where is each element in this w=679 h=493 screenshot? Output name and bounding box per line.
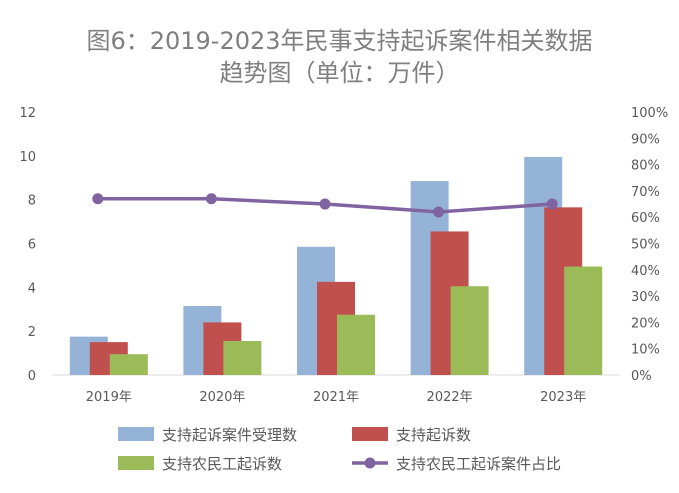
y-right-tick-label: 50% <box>631 238 660 253</box>
y-left-tick-label: 12 <box>19 106 36 121</box>
line-series <box>92 193 558 218</box>
x-tick-label: 2023年 <box>540 390 586 405</box>
bar-3-2 <box>223 341 262 375</box>
bar-3-1 <box>109 354 148 375</box>
y-right-tick-label: 90% <box>631 132 660 147</box>
y-right-tick-label: 0% <box>631 369 652 384</box>
x-tick-label: 2019年 <box>86 390 132 405</box>
x-axis-ticks: 2019年 2020年 2021年 2022年 2023年 <box>86 390 586 405</box>
y-right-tick-label: 100% <box>631 106 668 121</box>
bar-3-5 <box>564 266 603 375</box>
y-left-tick-label: 10 <box>19 150 36 165</box>
y-right-tick-label: 60% <box>631 211 660 226</box>
y-left-tick-label: 4 <box>28 281 36 296</box>
bar-3-3 <box>337 314 375 375</box>
y-right-tick-label: 70% <box>631 185 660 200</box>
y-right-tick-label: 20% <box>631 316 660 331</box>
ratio-point-3 <box>319 198 331 210</box>
y-right-tick-label: 80% <box>631 159 660 174</box>
ratio-point-1 <box>92 193 104 205</box>
y-axis-right-ticks: 0% 10% 20% 30% 40% 50% 60% 70% 80% 90% 100% <box>631 106 668 384</box>
x-tick-label: 2020年 <box>199 390 245 405</box>
y-left-tick-label: 8 <box>28 194 36 209</box>
ratio-point-4 <box>433 206 445 218</box>
legend-label: 支持起诉案件受理数 <box>162 426 297 444</box>
x-tick-label: 2022年 <box>427 390 473 405</box>
legend-label: 支持农民工起诉案件占比 <box>396 455 561 473</box>
legend-swatch <box>118 456 154 470</box>
legend-swatch <box>352 427 388 441</box>
y-left-tick-label: 0 <box>28 369 36 384</box>
bar-marks <box>69 156 603 375</box>
ratio-point-5 <box>546 198 558 210</box>
y-right-tick-label: 40% <box>631 264 660 279</box>
legend-label: 支持农民工起诉数 <box>162 455 282 473</box>
legend-marker <box>364 457 376 469</box>
y-left-tick-label: 6 <box>28 238 36 253</box>
y-right-tick-label: 30% <box>631 290 660 305</box>
legend-swatch <box>118 427 154 441</box>
x-tick-label: 2021年 <box>313 390 359 405</box>
y-axis-left-ticks: 0 2 4 6 8 10 12 <box>19 106 36 384</box>
legend-label: 支持起诉数 <box>396 426 471 444</box>
y-left-tick-label: 2 <box>28 325 36 340</box>
chart-title-line1: 图6：2019-2023年民事支持起诉案件相关数据 <box>86 27 593 55</box>
y-right-tick-label: 10% <box>631 343 660 358</box>
ratio-point-2 <box>205 193 217 205</box>
chart-title-line2: 趋势图（单位：万件） <box>219 59 460 87</box>
bar-3-4 <box>450 286 489 375</box>
